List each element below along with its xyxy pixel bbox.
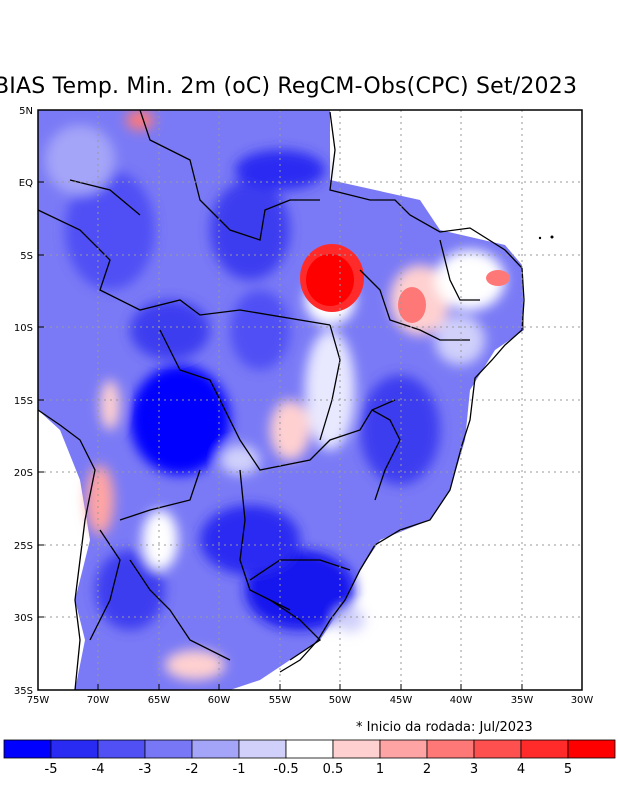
lon-label: 55W	[269, 695, 292, 706]
lon-label: 60W	[208, 695, 231, 706]
lat-label: 20S	[14, 468, 33, 479]
island	[538, 236, 542, 240]
run-start-note: * Inicio da rodada: Jul/2023	[356, 720, 533, 735]
island	[550, 235, 554, 239]
lon-label: 35W	[511, 695, 534, 706]
lat-label: 5S	[20, 251, 33, 262]
colorbar-swatch	[567, 739, 616, 759]
colorbar-label: -3	[139, 762, 152, 777]
lon-label: 30W	[571, 695, 594, 706]
colorbar-label: -4	[92, 762, 105, 777]
colorbar-swatch	[426, 739, 475, 759]
colorbar-swatch	[473, 739, 522, 759]
map-title: BIAS Temp. Min. 2m (oC) RegCM-Obs(CPC) S…	[0, 74, 578, 99]
colorbar-label: -1	[233, 762, 246, 777]
colorbar-label: -2	[186, 762, 199, 777]
lon-label: 65W	[148, 695, 171, 706]
colorbar-swatch	[332, 739, 381, 759]
colorbar-swatch	[285, 739, 334, 759]
colorbar-swatch	[3, 739, 52, 759]
colorbar-label: 5	[564, 762, 572, 777]
graticule	[38, 110, 582, 690]
colorbar-swatch	[191, 739, 240, 759]
colorbar-swatch	[144, 739, 193, 759]
lat-label: EQ	[19, 178, 33, 189]
colorbar-swatch	[238, 739, 287, 759]
lon-label: 40W	[450, 695, 473, 706]
colorbar-swatch	[50, 739, 99, 759]
lon-label: 75W	[27, 695, 50, 706]
colorbar-label: 1	[376, 762, 384, 777]
colorbar-label: -0.5	[273, 762, 298, 777]
colorbar-label: 0.5	[323, 762, 344, 777]
lon-label: 70W	[87, 695, 110, 706]
colorbar-swatch	[97, 739, 146, 759]
lon-labels: 75W 70W 65W 60W 55W 50W 45W 40W 35W 30W	[27, 695, 594, 706]
lat-label: 30S	[14, 613, 33, 624]
lat-label: 5N	[19, 106, 33, 117]
lon-label: 50W	[329, 695, 352, 706]
lat-label: 25S	[14, 541, 33, 552]
ticks	[37, 109, 583, 690]
lon-label: 45W	[390, 695, 413, 706]
colorbar-label: 2	[423, 762, 431, 777]
colorbar-label: 4	[517, 762, 525, 777]
colorbar-swatch	[520, 739, 569, 759]
colorbar: -5 -4 -3 -2 -1 -0.5 0.5 1 2 3 4 5	[3, 739, 616, 777]
lat-label: 35S	[14, 686, 33, 697]
lat-label: 15S	[14, 396, 33, 407]
boundaries	[38, 110, 525, 690]
colorbar-label: -5	[45, 762, 58, 777]
lat-labels: 5N EQ 5S 10S 15S 20S 25S 30S 35S	[14, 106, 33, 697]
lat-label: 10S	[14, 323, 33, 334]
colorbar-swatch	[379, 739, 428, 759]
colorbar-label: 3	[470, 762, 478, 777]
